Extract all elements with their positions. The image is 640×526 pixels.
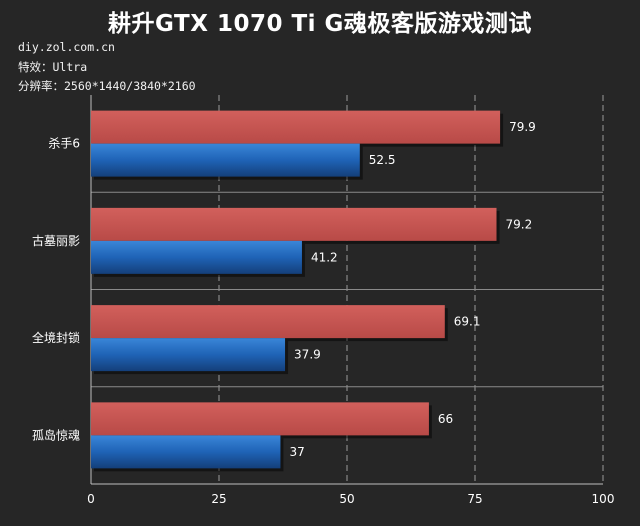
category-label: 古墓丽影 xyxy=(32,233,80,248)
labels-layer: 0 25 50 75 100 杀手6 79.9 52.5 古墓丽影 79.2 41.2 全境封锁 69.… xyxy=(32,120,614,506)
value-label: 79.9 xyxy=(509,120,536,134)
bar-series1 xyxy=(91,402,429,436)
bar-series2 xyxy=(91,338,286,372)
source-text: diy.zol.com.cn xyxy=(18,40,115,54)
bar-series1 xyxy=(91,305,445,339)
value-label: 37 xyxy=(289,445,304,459)
value-label: 41.2 xyxy=(311,250,338,264)
value-label: 79.2 xyxy=(506,217,533,231)
bar-series1 xyxy=(91,207,497,241)
value-label: 66 xyxy=(438,412,453,426)
x-tick-label: 100 xyxy=(592,492,615,506)
x-tick-label: 75 xyxy=(467,492,482,506)
bar-series2 xyxy=(91,240,302,274)
category-label: 杀手6 xyxy=(48,136,80,151)
value-label: 69.1 xyxy=(454,315,481,329)
resolution-text: 分辨率：2560*1440/3840*2160 xyxy=(18,79,196,93)
bar-series1 xyxy=(91,110,501,144)
x-tick-label: 50 xyxy=(339,492,354,506)
x-tick-label: 25 xyxy=(211,492,226,506)
value-label: 37.9 xyxy=(294,348,321,362)
value-label: 52.5 xyxy=(369,153,396,167)
bars-layer xyxy=(91,110,504,472)
grid-layer xyxy=(90,95,604,485)
category-label: 孤岛惊魂 xyxy=(32,427,80,442)
chart-title: 耕升GTX 1070 Ti G魂极客版游戏测试 xyxy=(108,11,532,37)
bar-series2 xyxy=(91,143,360,177)
x-tick-label: 0 xyxy=(87,492,95,506)
category-label: 全境封锁 xyxy=(32,330,80,345)
effects-text: 特效：Ultra xyxy=(18,60,88,74)
bar-series2 xyxy=(91,435,281,469)
